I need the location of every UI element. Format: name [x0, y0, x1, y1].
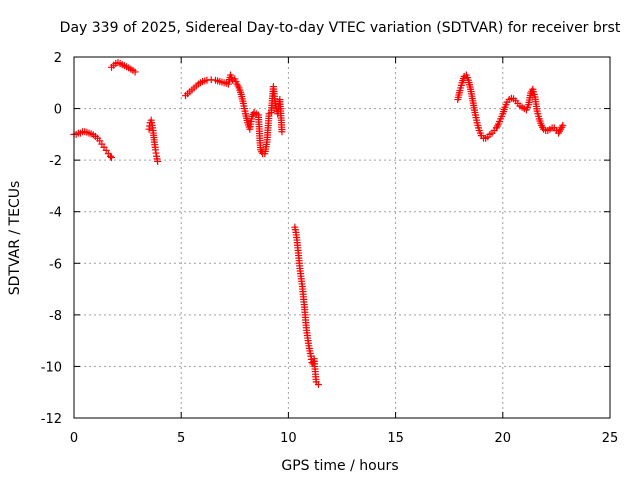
y-tick-label: -8	[49, 309, 62, 324]
data-point	[278, 128, 286, 136]
data-point	[131, 68, 139, 76]
axis-ticks: 0 5 10 15 20 25 -12 -10 -8 -6 -4 -2 0 2	[41, 51, 619, 446]
y-tick-label: -6	[49, 257, 62, 272]
data-point	[314, 380, 322, 388]
x-tick-label: 15	[387, 431, 404, 446]
plot-frame	[73, 56, 611, 419]
x-tick-label: 10	[280, 431, 297, 446]
y-tick-label: -10	[41, 360, 62, 375]
series-arc-3	[145, 116, 162, 165]
x-tick-label: 5	[177, 431, 185, 446]
y-tick-label: -2	[49, 154, 62, 169]
grid	[74, 57, 610, 418]
data-point	[108, 154, 116, 162]
x-tick-label: 0	[70, 431, 78, 446]
y-axis-label: SDTVAR / TECUs	[7, 181, 23, 296]
series-arc-1	[70, 128, 116, 162]
chart-title: Day 339 of 2025, Sidereal Day-to-day VTE…	[60, 20, 621, 36]
series-arc-4	[181, 71, 286, 158]
y-tick-label: 2	[54, 51, 62, 66]
data-point	[106, 152, 114, 160]
series-arc-5	[291, 223, 322, 388]
data-points	[70, 59, 567, 388]
data-point	[559, 121, 567, 129]
x-tick-label: 20	[495, 431, 512, 446]
y-tick-label: 0	[54, 103, 62, 118]
y-tick-label: -4	[49, 206, 62, 221]
series-arc-6	[454, 71, 567, 142]
series-arc-2	[108, 59, 139, 76]
x-tick-label: 25	[602, 431, 619, 446]
data-point	[154, 157, 162, 165]
x-axis-label: GPS time / hours	[281, 458, 398, 474]
y-tick-label: -12	[41, 412, 62, 427]
